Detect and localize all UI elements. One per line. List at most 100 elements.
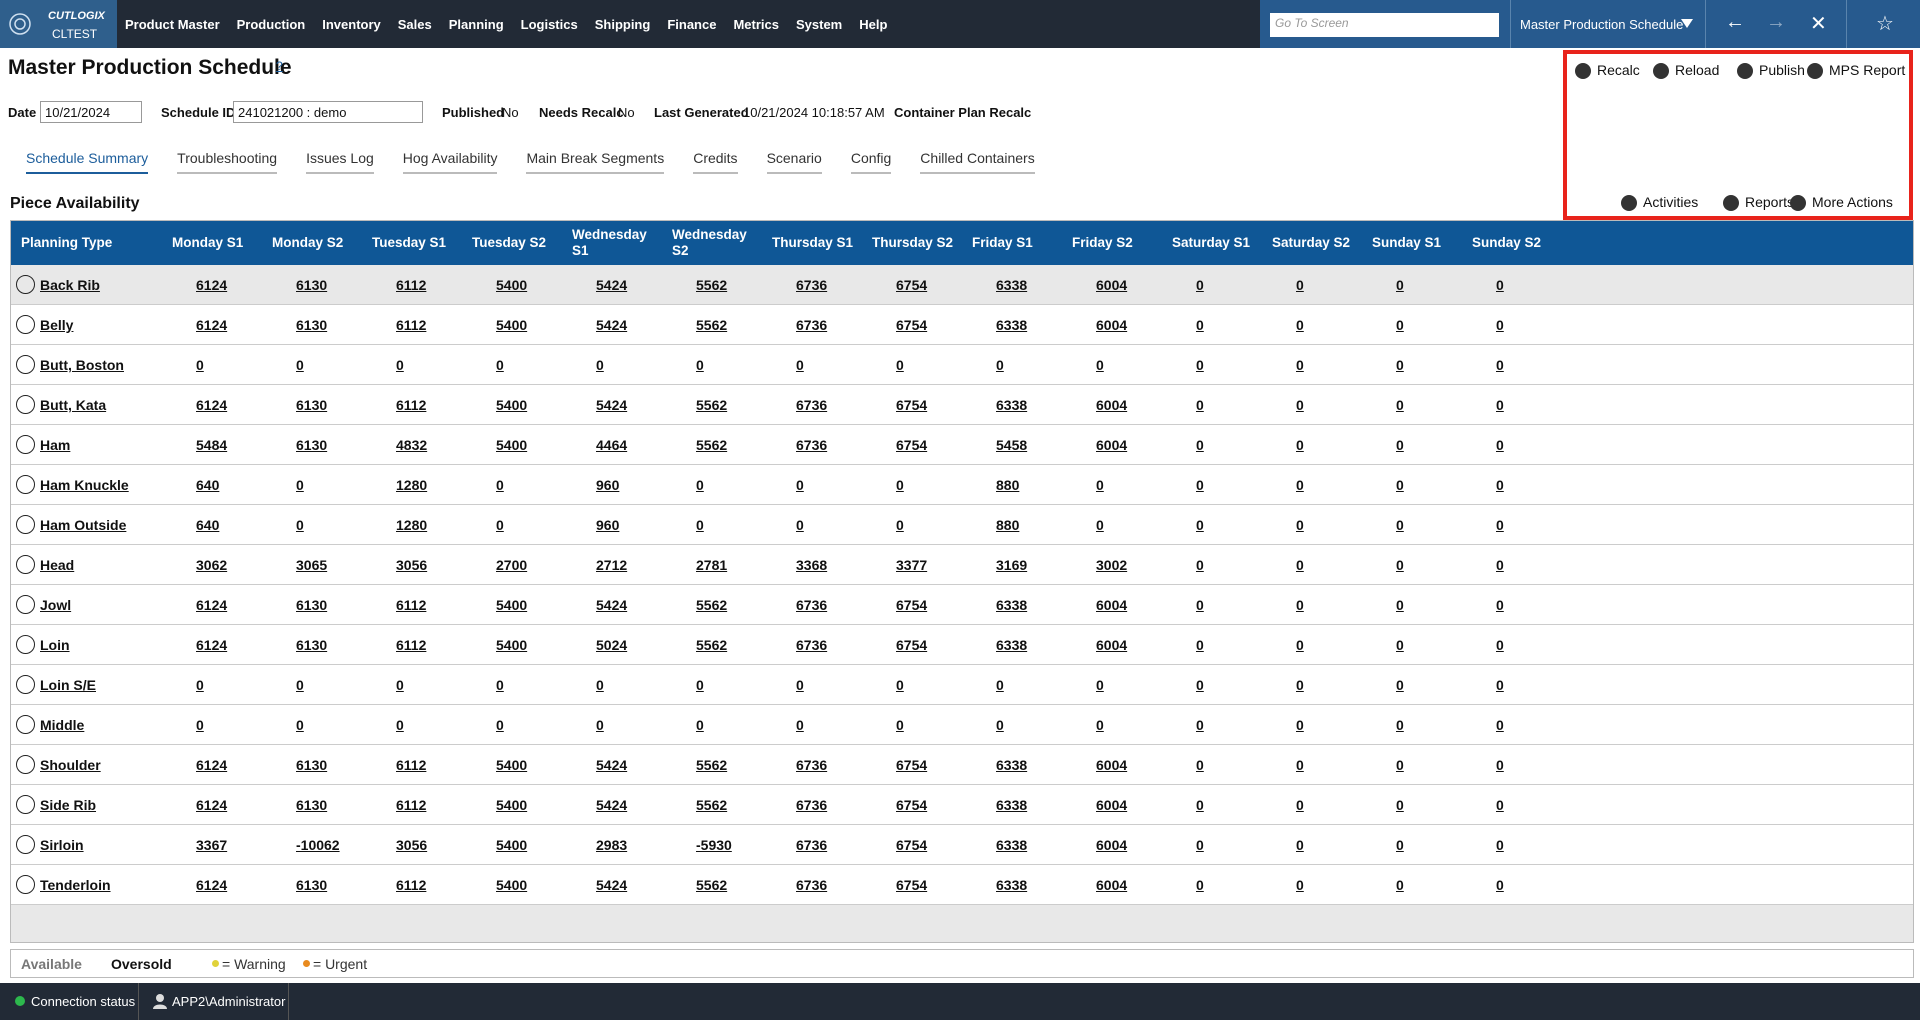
cell-value[interactable]: 5424	[596, 277, 628, 293]
cell-value[interactable]: 6754	[896, 757, 928, 773]
cell-value[interactable]: 3367	[196, 837, 228, 853]
cell-value[interactable]: 6754	[896, 637, 928, 653]
cell-value[interactable]: 0	[496, 677, 504, 693]
cell-value[interactable]: 6736	[796, 837, 828, 853]
cell-value[interactable]: 0	[296, 517, 304, 533]
cell-value[interactable]: 0	[496, 477, 504, 493]
cell-value[interactable]: 0	[1396, 277, 1404, 293]
cell-value[interactable]: 5424	[596, 877, 628, 893]
menu-item[interactable]: Logistics	[520, 16, 578, 32]
row-label[interactable]: Back Rib	[40, 277, 100, 293]
cell-value[interactable]: 6004	[1096, 317, 1128, 333]
cell-value[interactable]: 0	[896, 357, 904, 373]
cell-value[interactable]: 640	[196, 517, 220, 533]
expand-toggle[interactable]	[16, 635, 35, 654]
expand-toggle[interactable]	[16, 675, 35, 694]
cell-value[interactable]: 0	[1496, 437, 1504, 453]
cell-value[interactable]: 6338	[996, 317, 1028, 333]
cell-value[interactable]: 0	[1396, 797, 1404, 813]
cell-value[interactable]: 0	[1496, 477, 1504, 493]
row-label[interactable]: Jowl	[40, 597, 72, 613]
cell-value[interactable]: 6124	[196, 877, 228, 893]
cell-value[interactable]: 6112	[396, 797, 427, 813]
cell-value[interactable]: 0	[596, 677, 604, 693]
row-label[interactable]: Sirloin	[40, 837, 84, 853]
cell-value[interactable]: 0	[1096, 357, 1104, 373]
cell-value[interactable]: 5562	[696, 597, 728, 613]
cell-value[interactable]: 0	[796, 717, 804, 733]
cell-value[interactable]: 0	[596, 717, 604, 733]
cell-value[interactable]: 0	[1496, 357, 1504, 373]
column-header[interactable]: Wednesday S2	[672, 227, 747, 258]
cell-value[interactable]: 0	[1396, 837, 1404, 853]
tab[interactable]: Issues Log	[306, 150, 374, 174]
cell-value[interactable]: 0	[1296, 637, 1304, 653]
cell-value[interactable]: 0	[1196, 557, 1204, 573]
cell-value[interactable]: 0	[496, 357, 504, 373]
cell-value[interactable]: 6130	[296, 317, 328, 333]
cell-value[interactable]: 6124	[196, 597, 228, 613]
cell-value[interactable]: 5400	[496, 837, 528, 853]
cell-value[interactable]: 2700	[496, 557, 528, 573]
action-button[interactable]: Recalc	[1597, 62, 1640, 78]
schedule-select[interactable]: 241021200 : demo	[233, 101, 423, 123]
cell-value[interactable]: 640	[196, 477, 220, 493]
cell-value[interactable]: 0	[696, 517, 704, 533]
menu-item[interactable]: Inventory	[322, 16, 381, 32]
cell-value[interactable]: 6124	[196, 397, 228, 413]
cell-value[interactable]: 0	[1496, 717, 1504, 733]
menu-item[interactable]: Finance	[667, 16, 717, 32]
cell-value[interactable]: 5400	[496, 317, 528, 333]
cell-value[interactable]: 0	[696, 717, 704, 733]
cell-value[interactable]: 0	[1196, 317, 1204, 333]
cell-value[interactable]: -5930	[696, 837, 732, 853]
cell-value[interactable]: 6004	[1096, 757, 1128, 773]
cell-value[interactable]: 0	[1396, 717, 1404, 733]
row-label[interactable]: Ham Knuckle	[40, 477, 129, 493]
cell-value[interactable]: 6754	[896, 277, 928, 293]
cell-value[interactable]: 5024	[596, 637, 628, 653]
row-label[interactable]: Ham	[40, 437, 71, 453]
cell-value[interactable]: 5562	[696, 277, 728, 293]
cell-value[interactable]: 0	[1496, 797, 1504, 813]
cell-value[interactable]: 3002	[1096, 557, 1128, 573]
cell-value[interactable]: 0	[1496, 317, 1504, 333]
tab[interactable]: Schedule Summary	[26, 150, 149, 174]
row-label[interactable]: Side Rib	[40, 797, 97, 813]
cell-value[interactable]: 0	[1396, 317, 1404, 333]
cell-value[interactable]: 0	[296, 477, 304, 493]
cell-value[interactable]: 0	[496, 717, 504, 733]
cell-value[interactable]: 6112	[396, 877, 427, 893]
cell-value[interactable]: 1280	[396, 477, 428, 493]
cell-value[interactable]: 6130	[296, 637, 328, 653]
cell-value[interactable]: 6338	[996, 757, 1028, 773]
cell-value[interactable]: 0	[1196, 477, 1204, 493]
cell-value[interactable]: 0	[296, 677, 304, 693]
cell-value[interactable]: 5400	[496, 397, 528, 413]
cell-value[interactable]: 6124	[196, 637, 228, 653]
cell-value[interactable]: 6112	[396, 317, 427, 333]
cell-value[interactable]: 0	[1296, 397, 1304, 413]
cell-value[interactable]: 5562	[696, 437, 728, 453]
tab[interactable]: Scenario	[766, 150, 822, 174]
action-button[interactable]: Activities	[1643, 194, 1699, 210]
cell-value[interactable]: 6112	[396, 597, 427, 613]
cell-value[interactable]: 0	[1196, 677, 1204, 693]
cell-value[interactable]: 0	[1296, 717, 1304, 733]
cell-value[interactable]: 0	[1296, 317, 1304, 333]
cell-value[interactable]: 0	[1396, 757, 1404, 773]
cell-value[interactable]: 6338	[996, 797, 1028, 813]
cell-value[interactable]: 6130	[296, 877, 328, 893]
cell-value[interactable]: 0	[1196, 517, 1204, 533]
column-header[interactable]: Saturday S1	[1172, 235, 1251, 250]
column-header[interactable]: Friday S1	[972, 235, 1033, 250]
cell-value[interactable]: 6004	[1096, 797, 1128, 813]
action-button[interactable]: Reload	[1675, 62, 1720, 78]
column-header[interactable]: Friday S2	[1072, 235, 1133, 250]
column-header[interactable]: Tuesday S2	[472, 235, 547, 250]
cell-value[interactable]: 6338	[996, 637, 1028, 653]
cell-value[interactable]: 0	[1196, 277, 1204, 293]
cell-value[interactable]: 6004	[1096, 877, 1128, 893]
cell-value[interactable]: 6736	[796, 877, 828, 893]
action-button[interactable]: Reports	[1745, 194, 1795, 210]
